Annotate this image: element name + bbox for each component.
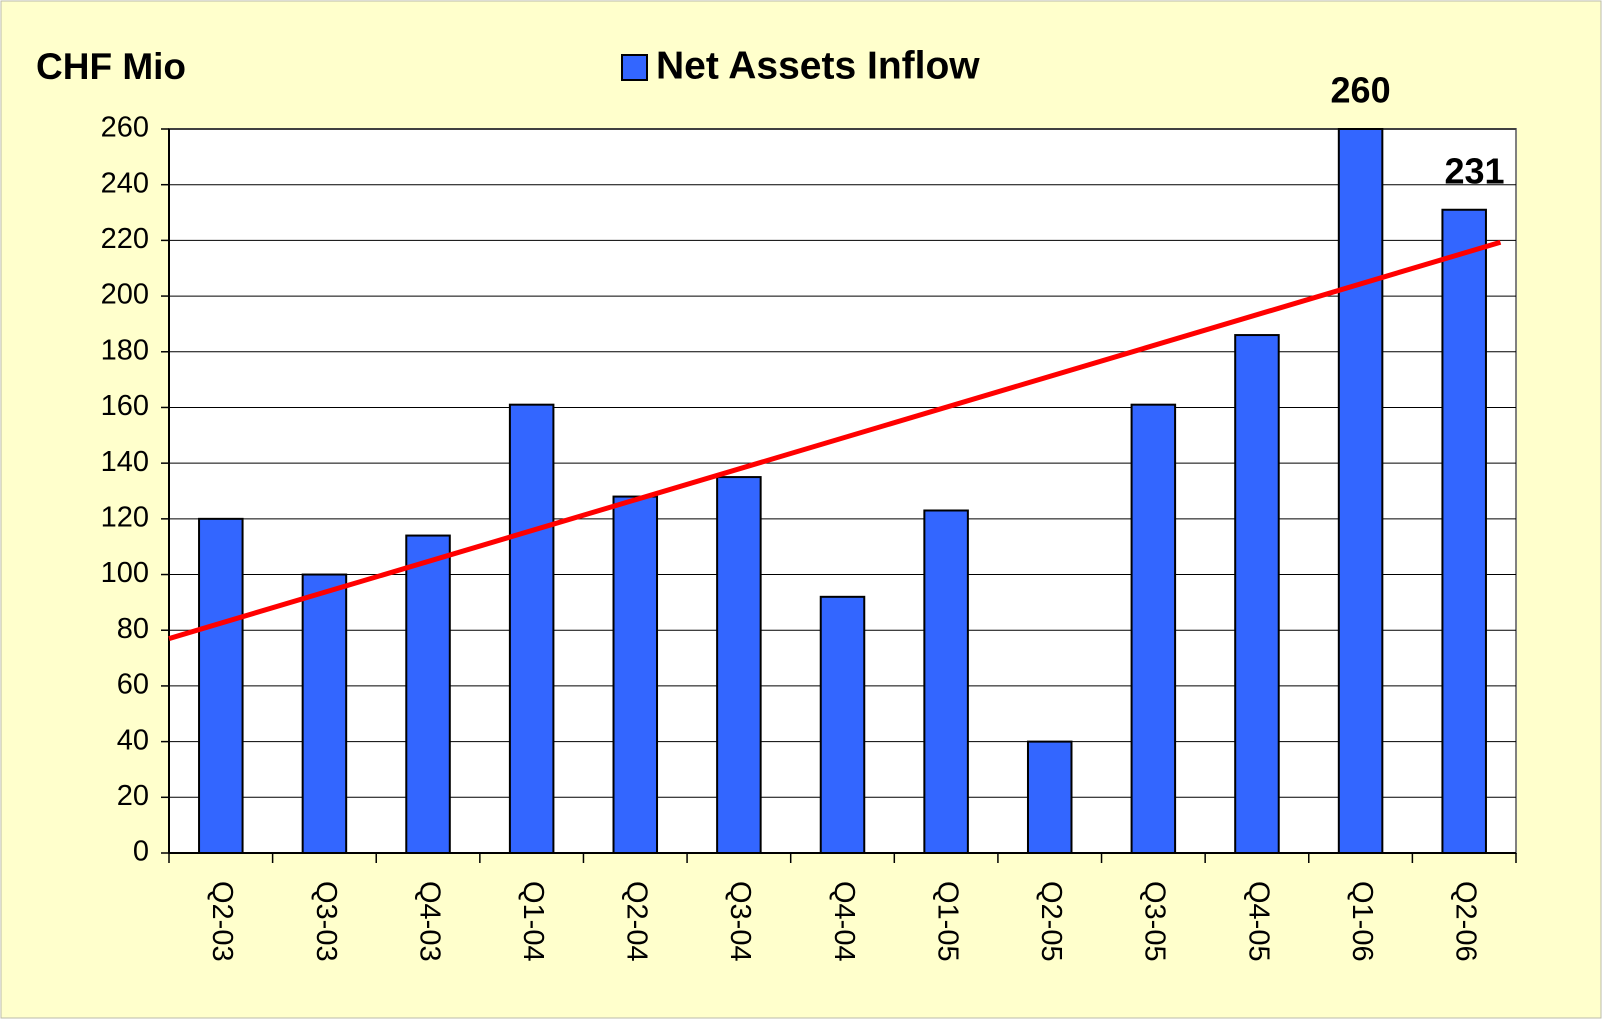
x-tick-label: Q2-05 xyxy=(1035,881,1067,962)
x-tick-label: Q2-06 xyxy=(1450,881,1482,962)
x-tick-label: Q4-03 xyxy=(413,881,445,962)
data-label: 231 xyxy=(1445,150,1505,191)
y-tick-label: 220 xyxy=(101,223,149,255)
bar xyxy=(1234,334,1280,854)
x-tick-label: Q2-03 xyxy=(206,881,238,962)
bar xyxy=(198,517,244,854)
x-tick-label: Q1-05 xyxy=(931,881,963,962)
trendline xyxy=(168,239,1502,641)
x-tick-label: Q3-04 xyxy=(724,881,756,962)
y-tick-label: 80 xyxy=(117,613,149,645)
legend-swatch xyxy=(621,54,648,81)
y-tick-label: 240 xyxy=(101,167,149,199)
bar xyxy=(1337,128,1384,854)
x-tick-label: Q3-05 xyxy=(1139,881,1171,962)
bar xyxy=(405,534,451,854)
y-tick-label: 180 xyxy=(101,334,149,366)
y-tick-label: 120 xyxy=(101,502,149,534)
x-tick-label: Q1-06 xyxy=(1346,881,1378,962)
bar xyxy=(1130,403,1177,854)
bar xyxy=(612,495,659,854)
y-tick-label: 160 xyxy=(101,390,149,422)
y-tick-label: 20 xyxy=(117,780,149,812)
y-tick-label: 100 xyxy=(101,557,149,589)
x-tick-label: Q4-05 xyxy=(1242,881,1274,962)
bar xyxy=(301,573,348,854)
y-tick-label: 200 xyxy=(101,279,149,311)
y-tick-label: 260 xyxy=(101,112,149,144)
data-label: 260 xyxy=(1331,70,1391,111)
legend-label: Net Assets Inflow xyxy=(656,44,980,87)
bar xyxy=(819,595,866,854)
y-tick-label: 140 xyxy=(101,446,149,478)
x-tick-label: Q4-04 xyxy=(828,881,860,962)
bar xyxy=(508,403,555,854)
y-tick-label: 0 xyxy=(133,836,149,868)
y-axis-label: CHF Mio xyxy=(36,46,186,87)
x-tick-label: Q1-04 xyxy=(517,881,549,962)
bar xyxy=(716,476,762,854)
x-tick-label: Q3-03 xyxy=(310,881,342,962)
bar xyxy=(923,509,969,854)
x-tick-label: Q2-04 xyxy=(621,881,653,962)
bar xyxy=(1441,208,1487,854)
bar xyxy=(1026,740,1073,854)
y-tick-label: 60 xyxy=(117,669,149,701)
y-tick-label: 40 xyxy=(117,724,149,756)
